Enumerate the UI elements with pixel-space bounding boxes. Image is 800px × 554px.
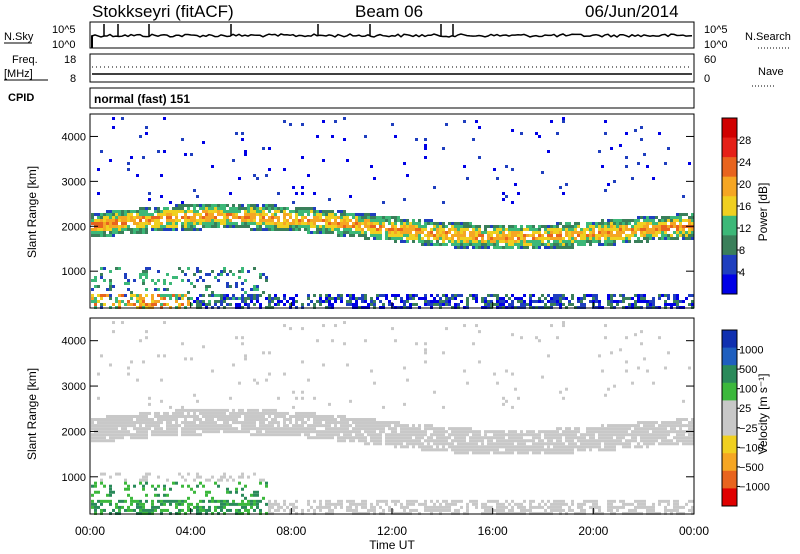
beam-title: Beam 06	[355, 2, 423, 21]
colorbar-tick-label: 8	[739, 245, 745, 257]
colorbar-swatch	[722, 157, 737, 178]
xtick-label: 12:00	[377, 524, 407, 538]
ytick-label: 3000	[62, 381, 86, 393]
colorbar-swatch	[722, 418, 737, 437]
freq-label: Freq.	[12, 54, 38, 66]
freq-tick-bottom: 8	[70, 73, 76, 85]
xtick-label: 16:00	[478, 524, 508, 538]
ytick-label: 4000	[62, 131, 86, 143]
nave-tick-top: 60	[704, 54, 716, 66]
colorbar-tick-label: 12	[739, 223, 751, 235]
colorbar-swatch	[722, 215, 737, 236]
ytick-label: 2000	[62, 221, 86, 233]
xtick-label: 04:00	[176, 524, 206, 538]
colorbar-swatch	[722, 382, 737, 401]
colorbar-tick-label: 100	[739, 384, 757, 396]
colorbar-tick-label: −1000	[739, 481, 770, 493]
colorbar-tick-label: 16	[739, 201, 751, 213]
colorbar-swatch	[722, 254, 737, 275]
date-title: 06/Jun/2014	[585, 2, 679, 21]
nsearch-tick-top: 10^5	[704, 24, 728, 36]
xtick-label: 08:00	[276, 524, 306, 538]
cpid-label: CPID	[8, 92, 34, 104]
ytick-label: 4000	[62, 336, 86, 348]
colorbar-tick-label: 1000	[739, 345, 763, 357]
nave-tick-bottom: 0	[704, 73, 710, 85]
power-ylabel: Slant Range [km]	[25, 166, 39, 258]
power-colorbar-label: Power [dB]	[756, 183, 770, 242]
nave-label: Nave	[758, 66, 784, 78]
power-panel	[89, 113, 695, 309]
colorbar-tick-label: −100	[739, 442, 764, 454]
colorbar-swatch	[722, 235, 737, 256]
station-title: Stokkseyri (fitACF)	[92, 2, 234, 21]
nsky-tick-top: 10^5	[52, 24, 76, 36]
colorbar-swatch	[722, 365, 737, 384]
colorbar-tick-label: 4	[739, 267, 745, 279]
cpid-panel	[89, 87, 695, 109]
colorbar-swatch	[722, 118, 737, 139]
colorbar-swatch	[722, 435, 737, 454]
freq-unit: [MHz]	[4, 68, 33, 80]
velocity-panel	[89, 317, 695, 515]
colorbar-swatch	[722, 274, 737, 295]
colorbar-tick-label: 500	[739, 364, 757, 376]
ytick-label: 3000	[62, 176, 86, 188]
freq-tick-top: 18	[64, 54, 76, 66]
nsky-tick-bottom: 10^0	[52, 39, 76, 51]
nsky-label: N.Sky	[4, 31, 34, 43]
freq-panel	[89, 53, 695, 83]
nsky-panel	[89, 21, 695, 49]
colorbar-tick-label: 24	[739, 157, 751, 169]
ytick-label: 2000	[62, 426, 86, 438]
cpid-value: normal (fast) 151	[94, 92, 190, 106]
colorbar-swatch	[722, 176, 737, 197]
colorbar-tick-label: 20	[739, 179, 751, 191]
colorbar-tick-label: 28	[739, 135, 751, 147]
power-colorbar: 28 24 20 16 12 8 4	[721, 117, 751, 295]
xaxis-label: Time UT	[369, 538, 415, 552]
colorbar-swatch	[722, 470, 737, 489]
colorbar-swatch	[722, 196, 737, 217]
ytick-label: 1000	[62, 472, 86, 484]
nsky-trace	[91, 24, 693, 48]
xtick-label: 20:00	[578, 524, 608, 538]
colorbar-tick-label: −500	[739, 462, 764, 474]
nsearch-tick-bottom: 10^0	[704, 39, 728, 51]
nsearch-label: N.Search	[745, 31, 791, 43]
colorbar-swatch	[722, 488, 737, 507]
velocity-colorbar-label: Velocity [m s⁻¹]	[756, 373, 770, 454]
velocity-ylabel: Slant Range [km]	[25, 368, 39, 460]
xtick-label: 00:00	[679, 524, 709, 538]
colorbar-swatch	[722, 400, 737, 419]
colorbar-tick-label: 25	[739, 403, 751, 415]
ytick-label: 1000	[62, 266, 86, 278]
colorbar-swatch	[722, 137, 737, 158]
colorbar-swatch	[722, 330, 737, 349]
colorbar-swatch	[722, 347, 737, 366]
velocity-colorbar: 1000 500 100 25 −25 −100 −500 −1000	[721, 329, 770, 507]
xtick-label: 00:00	[75, 524, 105, 538]
colorbar-swatch	[722, 453, 737, 472]
colorbar-tick-label: −25	[739, 423, 758, 435]
